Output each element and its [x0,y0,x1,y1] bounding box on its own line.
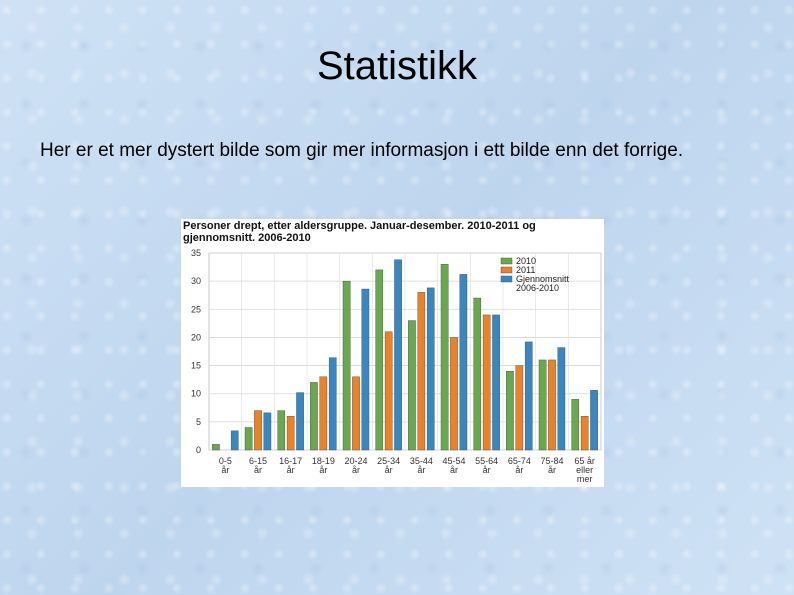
x-tick-label: år [385,465,393,475]
chart-title: Personer drept, etter aldersgruppe. Janu… [183,220,536,244]
x-tick-label: år [319,465,327,475]
x-tick-label: år [515,465,523,475]
x-tick-label: år [417,465,425,475]
bar [230,430,239,451]
y-tick-label: 35 [191,248,201,258]
x-tick-label: år [254,465,262,475]
x-tick-label: 45-54 [442,456,465,466]
bar [492,314,500,451]
x-tick-label: år [450,465,458,475]
x-tick-label: 65 år [574,456,595,466]
y-tick-label: 20 [191,332,201,342]
bar [254,410,262,451]
x-tick-label: år [548,465,556,475]
x-tick-label: eller [576,465,593,475]
x-tick-label: 55-64 [475,456,498,466]
bar [548,359,556,451]
legend-swatch [500,275,513,283]
x-tick-label: 25-34 [377,456,400,466]
x-tick-label: 18-19 [312,456,335,466]
bar [426,287,435,451]
bar [375,269,384,451]
chart-canvas: 051015202530350-5år6-15år16-17år18-19år2… [191,248,602,484]
bar [328,357,337,451]
x-tick-label: år [352,465,360,475]
bar [538,359,547,451]
bar [450,337,458,451]
bar [352,376,360,451]
bar [394,259,402,451]
bar [524,341,533,451]
legend-label: Gjennomsnitt [516,274,570,284]
bar [473,297,482,451]
legend-label: 2010 [516,256,536,266]
y-tick-label: 30 [191,276,201,286]
bar [459,274,468,451]
bar [244,427,253,451]
y-tick-label: 10 [191,389,201,399]
bar [515,365,524,451]
bar [557,347,566,451]
x-tick-label: mer [577,474,593,484]
bar [590,390,598,451]
bar [506,370,514,451]
bar [580,416,589,451]
slide-body-text: Her er et mer dystert bilde som gir mer … [40,140,684,161]
legend-label: 2006-2010 [516,283,559,293]
bar [482,314,491,451]
legend-swatch [500,266,513,274]
bar [571,399,580,451]
x-tick-label: 6-15 [249,456,267,466]
y-tick-label: 0 [196,445,201,455]
bar [277,410,286,451]
y-tick-label: 25 [191,304,201,314]
bar [263,412,272,451]
y-tick-label: 5 [196,417,201,427]
bar [296,392,304,451]
bar [384,331,393,451]
bar [440,264,449,451]
bar [417,292,426,451]
x-tick-label: 20-24 [344,456,367,466]
bar [286,416,295,451]
x-tick-label: 0-5 [219,456,232,466]
x-tick-label: år [483,465,491,475]
bar-chart: Personer drept, etter aldersgruppe. Janu… [181,219,604,487]
slide-title: Statistikk [316,44,478,88]
y-tick-label: 15 [191,361,201,371]
x-tick-label: år [221,465,229,475]
x-tick-label: 75-84 [540,456,563,466]
bar [342,280,351,451]
bar [310,382,318,451]
bar [319,376,328,451]
x-tick-label: 65-74 [508,456,531,466]
legend-label: 2011 [516,265,535,275]
legend-swatch [500,257,513,265]
bar [212,444,220,451]
bar [361,288,370,451]
x-tick-label: 35-44 [410,456,433,466]
x-tick-label: år [287,465,295,475]
bar [408,320,416,451]
x-tick-label: 16-17 [279,456,302,466]
